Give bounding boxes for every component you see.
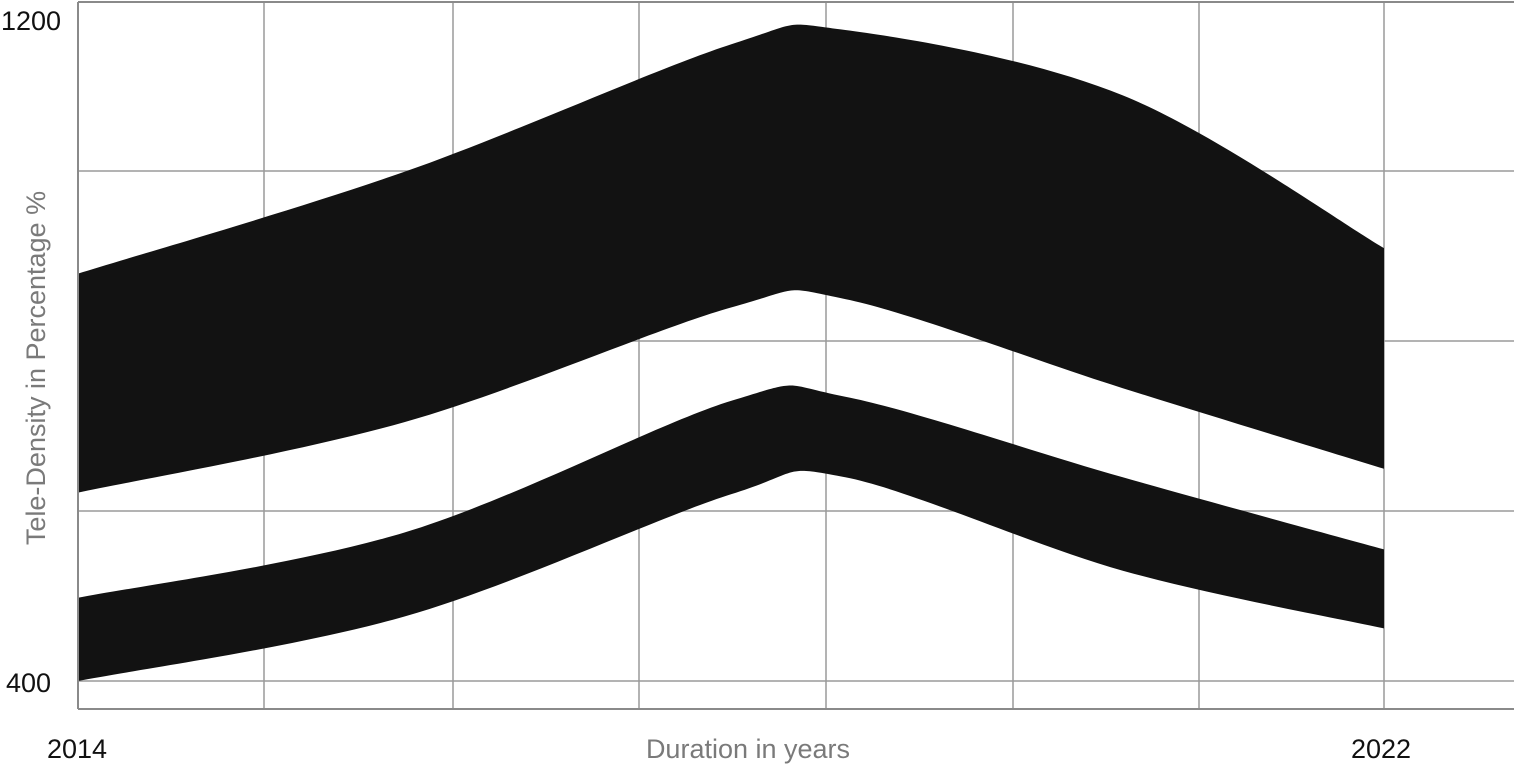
x-axis-title: Duration in years: [646, 734, 850, 764]
x-tick-end: 2022: [1351, 734, 1411, 764]
bands: [78, 24, 1384, 681]
band-series-1: [78, 24, 1384, 493]
y-axis-title: Tele-Density in Percentage %: [21, 191, 51, 545]
y-tick-top: 1200: [1, 6, 61, 36]
y-tick-bottom: 400: [6, 668, 51, 698]
band-series-2: [78, 385, 1384, 681]
plot-frame: [77, 1, 1514, 710]
x-tick-start: 2014: [47, 734, 107, 764]
